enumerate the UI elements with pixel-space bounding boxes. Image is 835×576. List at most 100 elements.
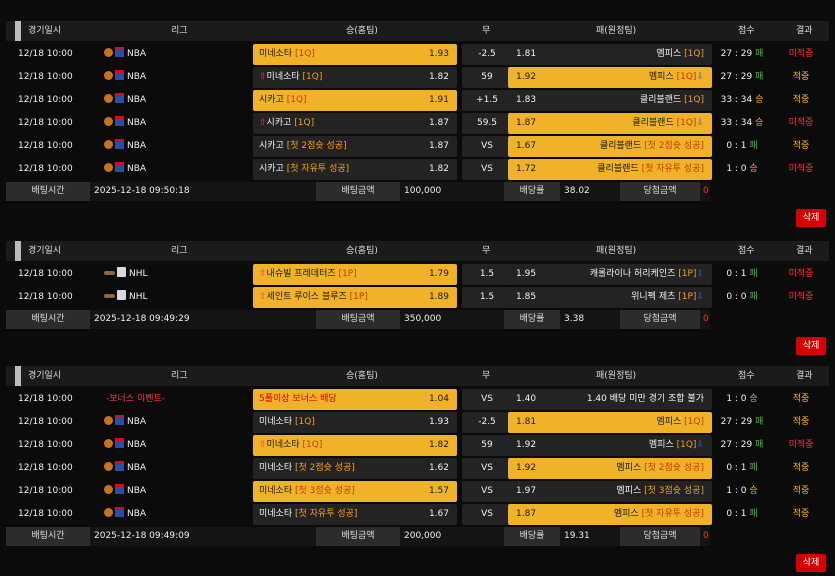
delete-button[interactable]: 삭제	[796, 337, 826, 355]
result-status: 적중	[792, 463, 810, 473]
header-home: 승(홈팀)	[346, 246, 378, 256]
nba-logo-icon	[115, 461, 124, 471]
basketball-icon	[104, 462, 113, 471]
score-cell: 1 : 0 승	[716, 480, 768, 503]
away-market-tag: [첫 3점슛 성공]	[644, 486, 704, 496]
odds-label: 배당률	[504, 310, 560, 329]
away-team-cell: 멤피스 [1Q]⇩	[649, 435, 704, 456]
nba-logo-icon	[115, 438, 124, 448]
home-pick-button[interactable]: ⇧미네소타 [1Q] 1.82	[253, 435, 457, 456]
score-outcome: 패	[749, 141, 758, 151]
home-pick-button[interactable]: ⇧미네소타 [1Q] 1.82	[253, 67, 457, 88]
result-status: 적중	[792, 141, 810, 151]
league-cell: NBA	[104, 457, 146, 480]
away-odds: 1.92	[516, 440, 537, 450]
home-pick-button[interactable]: 미네소타 [1Q] 1.93	[253, 44, 457, 65]
select-checkbox[interactable]	[15, 366, 21, 386]
league-name: NBA	[127, 95, 147, 105]
away-team-name: 클리블랜드	[639, 95, 682, 105]
league-name: NBA	[127, 440, 147, 450]
score-value: 27 : 29	[720, 440, 756, 450]
home-pick-button[interactable]: 미네소타 [첫 자유투 성공] 1.67	[253, 504, 457, 525]
nba-logo-icon	[115, 93, 124, 103]
away-pick-button[interactable]: 1.85 위니펙 제츠 [1P]⇩	[508, 287, 712, 308]
bet-row: 12/18 10:00 NBA 미네소타 [첫 자유투 성공] 1.67 VS 1.87 멤…	[6, 503, 829, 526]
up-arrow-icon: ⇧	[259, 72, 267, 82]
nhl-logo-icon	[117, 267, 126, 277]
home-team-name: 내슈빌 프레데터즈	[266, 269, 336, 279]
away-pick-button[interactable]: 1.67 클리블랜드 [첫 2점슛 성공]	[508, 136, 712, 157]
score-outcome: 패	[755, 417, 764, 427]
score-outcome: 패	[749, 292, 758, 302]
handicap-value: 59	[462, 67, 512, 88]
league-cell: NBA	[104, 43, 146, 66]
nba-logo-icon	[115, 116, 124, 126]
home-team-name: 시카고	[259, 141, 284, 151]
game-date: 12/18 10:00	[18, 417, 73, 427]
result-status: 미적중	[788, 118, 814, 128]
handicap-value: -2.5	[462, 412, 512, 433]
home-odds: 1.67	[428, 509, 449, 519]
away-pick-button[interactable]: 1.92 멤피스 [1Q]⇩	[508, 435, 712, 456]
odds-value: 38.02	[564, 186, 590, 196]
up-arrow-icon: ⇧	[259, 292, 267, 302]
home-odds: 1.93	[428, 49, 449, 59]
away-pick-button[interactable]: 1.92 멤피스 [1Q]⇩	[508, 67, 712, 88]
away-pick-button[interactable]: 1.40 1.40 배당 미만 경기 조합 불가	[508, 389, 712, 410]
header-away: 패(원정팀)	[596, 371, 637, 381]
league-cell: NBA	[104, 503, 146, 526]
win-amount-label: 당첨금액	[620, 310, 700, 329]
league-cell: NBA	[104, 480, 146, 503]
home-pick-button[interactable]: 미네소타 [1Q] 1.93	[253, 412, 457, 433]
home-market-tag: [1P]	[349, 292, 368, 302]
select-checkbox[interactable]	[15, 241, 21, 261]
home-pick-button[interactable]: ⇧내슈빌 프레데터즈 [1P] 1.79	[253, 264, 457, 285]
league-name: NBA	[127, 118, 147, 128]
game-date: 12/18 10:00	[18, 72, 73, 82]
home-pick-button[interactable]: 미네소타 [첫 3점슛 성공] 1.57	[253, 481, 457, 502]
score-cell: 27 : 29 패	[716, 43, 768, 66]
away-pick-button[interactable]: 1.83 클리블랜드 [1Q]	[508, 90, 712, 111]
score-value: 33 : 34	[720, 95, 756, 105]
handicap-value: -2.5	[462, 44, 512, 65]
home-pick-button[interactable]: 시카고 [첫 2점슛 성공] 1.87	[253, 136, 457, 157]
home-pick-button[interactable]: ⇧시카고 [1Q] 1.87	[253, 113, 457, 134]
away-pick-button[interactable]: 1.87 클리블랜드 [1Q]⇩	[508, 113, 712, 134]
result-status: 적중	[792, 95, 810, 105]
score-cell: 0 : 1 패	[716, 263, 768, 286]
away-market-tag: [첫 2점슛 성공]	[644, 463, 704, 473]
score-outcome: 승	[749, 164, 758, 174]
handicap-value: 1.5	[462, 287, 512, 308]
home-pick-button[interactable]: 미네소타 [첫 2점슛 성공] 1.62	[253, 458, 457, 479]
home-pick-button[interactable]: 시카고 [1Q] 1.91	[253, 90, 457, 111]
away-pick-button[interactable]: 1.95 캐롤라이나 허리케인즈 [1P]⇩	[508, 264, 712, 285]
home-pick-button[interactable]: ⇧세인트 루이스 블루즈 [1P] 1.89	[253, 287, 457, 308]
select-checkbox[interactable]	[15, 21, 21, 41]
away-pick-button[interactable]: 1.92 멤피스 [첫 2점슛 성공]	[508, 458, 712, 479]
league-name: NBA	[127, 463, 147, 473]
away-pick-button[interactable]: 1.97 멤피스 [첫 3점슛 성공]	[508, 481, 712, 502]
nba-logo-icon	[115, 139, 124, 149]
score-cell: 33 : 34 승	[716, 112, 768, 135]
basketball-icon	[104, 485, 113, 494]
home-odds: 1.82	[428, 440, 449, 450]
home-team-name: 미네소타	[259, 417, 293, 427]
odds-label: 배당률	[504, 182, 560, 201]
handicap-value: +1.5	[462, 90, 512, 111]
home-pick-button[interactable]: 시카고 [첫 자유투 성공] 1.82	[253, 159, 457, 180]
away-pick-button[interactable]: 1.87 멤피스 [첫 자유투 성공]	[508, 504, 712, 525]
handicap-value: VS	[462, 481, 512, 502]
home-pick-button[interactable]: 5폴이상 보너스 배당 1.04	[253, 389, 457, 410]
delete-button[interactable]: 삭제	[796, 209, 826, 227]
away-pick-button[interactable]: 1.81 멤피스 [1Q]	[508, 412, 712, 433]
home-market-tag: [첫 자유투 성공]	[295, 509, 358, 519]
delete-button[interactable]: 삭제	[796, 554, 826, 572]
away-market-tag: [1Q]	[684, 49, 704, 59]
bet-row: 12/18 10:00 NBA 시카고 [첫 자유투 성공] 1.82 VS 1.72 클리…	[6, 158, 829, 181]
home-team-name: 시카고	[259, 164, 284, 174]
odds-value: 19.31	[564, 531, 590, 541]
away-pick-button[interactable]: 1.72 클리블랜드 [첫 자유투 성공]	[508, 159, 712, 180]
away-market-tag: [1Q]	[684, 95, 704, 105]
away-pick-button[interactable]: 1.81 멤피스 [1Q]	[508, 44, 712, 65]
away-team-name: 멤피스	[648, 440, 674, 450]
